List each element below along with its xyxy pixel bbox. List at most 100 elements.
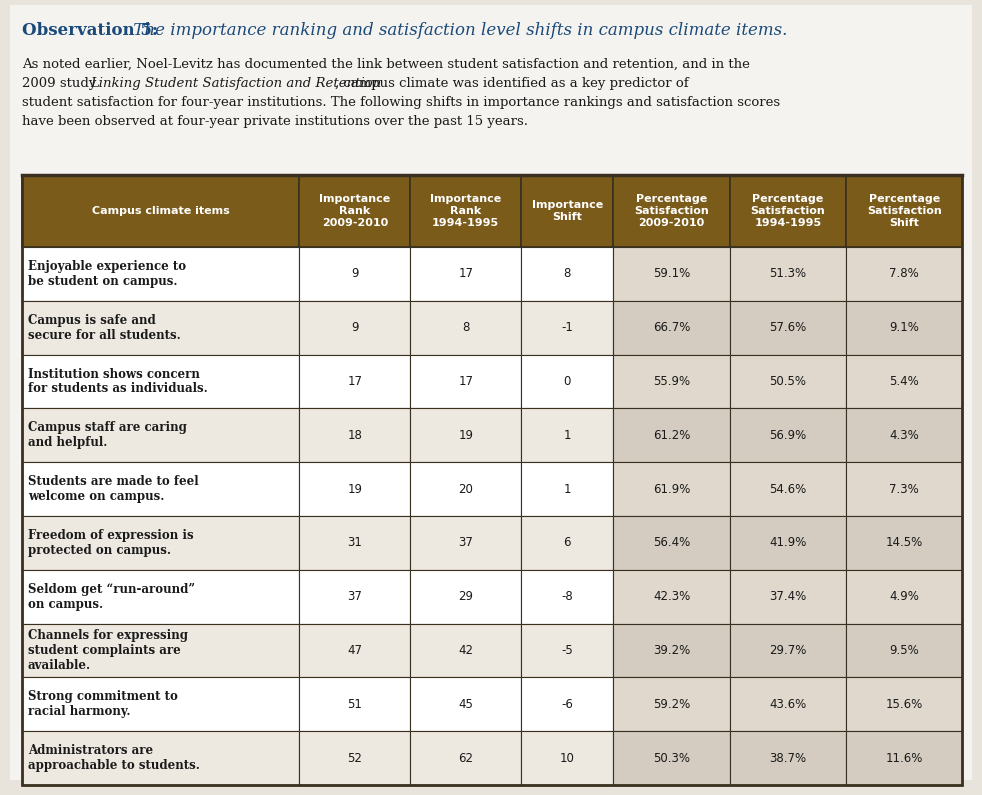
Text: -6: -6 <box>562 698 573 711</box>
Bar <box>846 677 962 731</box>
Bar <box>300 355 410 409</box>
Bar <box>730 677 846 731</box>
Bar <box>300 175 410 247</box>
Text: 38.7%: 38.7% <box>770 751 806 765</box>
Bar <box>614 570 730 623</box>
Bar <box>22 247 300 301</box>
Bar <box>730 301 846 355</box>
Bar <box>22 175 962 785</box>
Text: have been observed at four-year private institutions over the past 15 years.: have been observed at four-year private … <box>22 115 528 128</box>
Text: 57.6%: 57.6% <box>770 321 807 334</box>
Bar <box>846 462 962 516</box>
Text: 7.8%: 7.8% <box>890 267 919 281</box>
Bar <box>846 355 962 409</box>
Bar <box>730 355 846 409</box>
Text: Campus staff are caring
and helpful.: Campus staff are caring and helpful. <box>28 421 187 449</box>
Bar <box>730 175 846 247</box>
Text: 61.2%: 61.2% <box>653 429 690 442</box>
Text: 39.2%: 39.2% <box>653 644 690 657</box>
Text: 59.2%: 59.2% <box>653 698 690 711</box>
Text: Seldom get “run-around”
on campus.: Seldom get “run-around” on campus. <box>28 583 195 611</box>
Bar <box>614 247 730 301</box>
Text: 8: 8 <box>462 321 469 334</box>
Bar <box>614 175 730 247</box>
Bar <box>846 409 962 462</box>
Bar <box>846 731 962 785</box>
Bar <box>410 301 521 355</box>
Bar <box>22 462 300 516</box>
Bar <box>22 623 300 677</box>
Bar <box>614 677 730 731</box>
Text: 54.6%: 54.6% <box>770 483 807 495</box>
Bar <box>521 623 614 677</box>
Bar <box>521 516 614 570</box>
Text: Percentage
Satisfaction
1994-1995: Percentage Satisfaction 1994-1995 <box>750 195 826 227</box>
Bar <box>410 516 521 570</box>
Bar <box>521 677 614 731</box>
Bar <box>410 355 521 409</box>
Bar <box>300 731 410 785</box>
Bar <box>22 175 962 785</box>
Text: 6: 6 <box>564 537 571 549</box>
Bar <box>410 247 521 301</box>
Bar <box>521 570 614 623</box>
Text: 11.6%: 11.6% <box>886 751 923 765</box>
Text: , campus climate was identified as a key predictor of: , campus climate was identified as a key… <box>335 77 688 90</box>
Bar <box>410 462 521 516</box>
Text: Importance
Rank
1994-1995: Importance Rank 1994-1995 <box>430 195 501 227</box>
Bar <box>300 570 410 623</box>
Text: 50.3%: 50.3% <box>653 751 690 765</box>
Text: Linking Student Satisfaction and Retention: Linking Student Satisfaction and Retenti… <box>90 77 381 90</box>
Bar <box>22 175 300 247</box>
Text: Campus is safe and
secure for all students.: Campus is safe and secure for all studen… <box>28 314 181 342</box>
Text: 9.1%: 9.1% <box>890 321 919 334</box>
Bar <box>521 409 614 462</box>
Bar <box>521 301 614 355</box>
Text: 9: 9 <box>351 321 358 334</box>
Text: 0: 0 <box>564 375 571 388</box>
Text: 37: 37 <box>459 537 473 549</box>
Text: 41.9%: 41.9% <box>770 537 807 549</box>
Text: 17: 17 <box>348 375 362 388</box>
Bar <box>730 409 846 462</box>
Bar <box>730 570 846 623</box>
Bar <box>410 570 521 623</box>
Bar <box>300 677 410 731</box>
Bar <box>730 731 846 785</box>
Text: The importance ranking and satisfaction level shifts in campus climate items.: The importance ranking and satisfaction … <box>128 22 788 39</box>
Bar <box>521 247 614 301</box>
Text: 45: 45 <box>459 698 473 711</box>
Bar <box>22 731 300 785</box>
Text: 61.9%: 61.9% <box>653 483 690 495</box>
Bar <box>614 301 730 355</box>
Text: 42.3%: 42.3% <box>653 590 690 603</box>
Text: 7.3%: 7.3% <box>890 483 919 495</box>
Text: Channels for expressing
student complaints are
available.: Channels for expressing student complain… <box>28 629 188 672</box>
Text: -8: -8 <box>562 590 573 603</box>
Text: 52: 52 <box>348 751 362 765</box>
Text: 9.5%: 9.5% <box>890 644 919 657</box>
Text: 43.6%: 43.6% <box>770 698 807 711</box>
Text: 31: 31 <box>348 537 362 549</box>
Bar <box>846 247 962 301</box>
Bar <box>300 623 410 677</box>
Text: Importance
Shift: Importance Shift <box>531 200 603 222</box>
Bar <box>846 516 962 570</box>
Bar <box>846 570 962 623</box>
Bar <box>846 623 962 677</box>
Text: Observation 5:: Observation 5: <box>22 22 158 39</box>
Text: 56.4%: 56.4% <box>653 537 690 549</box>
Text: Administrators are
approachable to students.: Administrators are approachable to stude… <box>28 744 200 772</box>
Bar <box>521 175 614 247</box>
Bar <box>614 462 730 516</box>
Text: 51.3%: 51.3% <box>770 267 806 281</box>
Bar <box>846 175 962 247</box>
Text: 9: 9 <box>351 267 358 281</box>
Text: Strong commitment to
racial harmony.: Strong commitment to racial harmony. <box>28 690 178 719</box>
Text: -5: -5 <box>562 644 573 657</box>
Text: 18: 18 <box>348 429 362 442</box>
Text: student satisfaction for four-year institutions. The following shifts in importa: student satisfaction for four-year insti… <box>22 96 780 109</box>
Text: 55.9%: 55.9% <box>653 375 690 388</box>
Text: 17: 17 <box>459 267 473 281</box>
Text: Enjoyable experience to
be student on campus.: Enjoyable experience to be student on ca… <box>28 260 187 288</box>
